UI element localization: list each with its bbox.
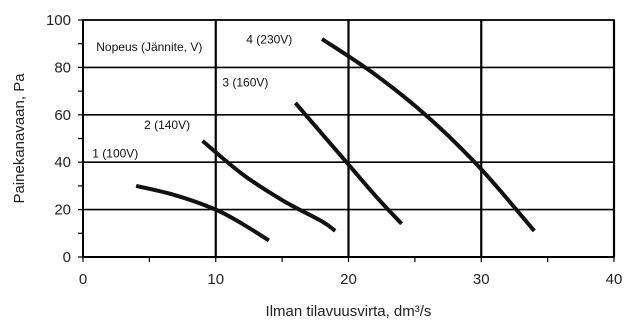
x-tick-label: 10 bbox=[207, 271, 224, 288]
series-line-4 bbox=[320, 37, 536, 233]
x-tick-label: 0 bbox=[79, 271, 87, 288]
annotation-label-1: 1 (100V) bbox=[92, 146, 138, 160]
series-line-2 bbox=[201, 139, 337, 233]
x-axis-title: Ilman tilavuusvirta, dm³/s bbox=[266, 303, 432, 320]
y-tick-label: 80 bbox=[54, 59, 71, 76]
annotation-label-3: 3 (160V) bbox=[222, 75, 268, 89]
x-tick-label: 40 bbox=[606, 271, 623, 288]
series-line-3 bbox=[293, 101, 404, 226]
axes bbox=[78, 19, 615, 262]
y-tick-label: 0 bbox=[63, 249, 71, 266]
y-axis-title: Painekanavaan, Pa bbox=[11, 73, 28, 204]
series bbox=[135, 37, 536, 243]
y-tick-label: 40 bbox=[54, 154, 71, 171]
y-tick-label: 60 bbox=[54, 107, 71, 124]
series-line-1 bbox=[135, 183, 270, 243]
tick-labels: 0 20 40 60 80 100 0 10 20 30 40 bbox=[46, 12, 622, 288]
y-tick-label: 100 bbox=[46, 12, 71, 29]
annotation-legend-title: Nopeus (Jännite, V) bbox=[96, 40, 202, 54]
x-tick-label: 20 bbox=[340, 271, 357, 288]
x-tick-label: 30 bbox=[473, 271, 490, 288]
annotations: Nopeus (Jännite, V) 1 (100V) 2 (140V) 3 (16… bbox=[92, 33, 292, 161]
annotation-label-2: 2 (140V) bbox=[144, 118, 190, 132]
annotation-label-4: 4 (230V) bbox=[246, 33, 292, 47]
y-tick-label: 20 bbox=[54, 202, 71, 219]
